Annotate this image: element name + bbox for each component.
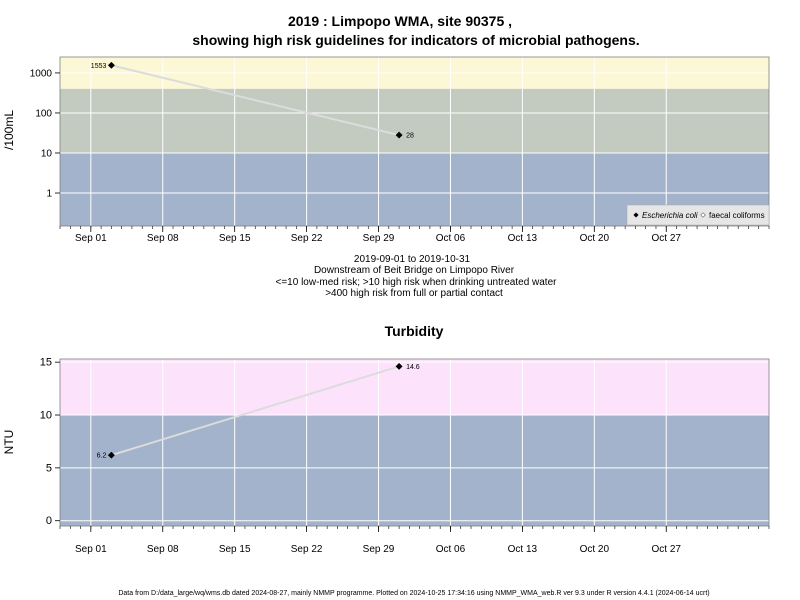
x-tick-label: Sep 29	[363, 544, 395, 555]
risk-band	[60, 415, 769, 526]
legend-marker	[633, 212, 639, 218]
x-tick-label: Oct 06	[436, 544, 466, 555]
y-axis: 0 5 10 15	[40, 357, 60, 527]
data-label: 14.6	[406, 364, 420, 371]
plot-frame	[59, 56, 770, 227]
legend-marker	[700, 212, 706, 218]
microbial-panel: 2019 : Limpopo WMA, site 90375 , showing…	[2, 13, 770, 299]
risk-band	[60, 359, 769, 416]
series-layer: 1553 28	[91, 61, 414, 140]
x-tick-label: Oct 27	[652, 233, 682, 244]
legend: Escherichia coli faecal coliforms	[626, 204, 770, 226]
data-label: 6.2	[97, 453, 107, 460]
x-tick-label: Sep 22	[291, 233, 323, 244]
series-layer: 6.2 14.6	[97, 362, 420, 460]
legend-entry: Escherichia coli	[642, 211, 698, 220]
y-axis-label: /100mL	[2, 110, 16, 150]
y-tick-label: 0	[46, 515, 52, 527]
legend-entry: faecal coliforms	[709, 211, 765, 220]
x-tick-label: Sep 01	[75, 233, 107, 244]
y-tick-label: 100	[35, 108, 52, 119]
x-tick-label: Sep 15	[219, 544, 251, 555]
x-tick-label: Sep 22	[291, 544, 323, 555]
y-tick-label: 10	[40, 410, 52, 422]
data-point	[395, 362, 403, 370]
risk-bands	[60, 57, 769, 226]
risk-bands	[60, 359, 769, 526]
chart-title: 2019 : Limpopo WMA, site 90375 ,	[288, 13, 512, 29]
legend-box	[626, 204, 770, 226]
caption-line: Downstream of Beit Bridge on Limpopo Riv…	[314, 265, 515, 276]
x-tick-label: Sep 08	[147, 544, 179, 555]
caption: 2019-09-01 to 2019-10-31 Downstream of B…	[276, 254, 558, 299]
caption-line: 2019-09-01 to 2019-10-31	[354, 254, 471, 265]
x-tick-label: Oct 13	[508, 233, 538, 244]
gridlines	[60, 359, 769, 526]
x-tick-label: Oct 06	[436, 233, 466, 244]
data-label: 1553	[91, 63, 107, 70]
y-tick-label: 15	[40, 357, 52, 369]
chart-title: Turbidity	[385, 323, 444, 339]
x-tick-label: Oct 20	[580, 233, 610, 244]
caption-line: >400 high risk from full or partial cont…	[325, 288, 503, 299]
x-tick-label: Oct 27	[652, 544, 682, 555]
y-tick-label: 1000	[30, 68, 53, 79]
x-tick-label: Oct 20	[580, 544, 610, 555]
y-tick-label: 10	[41, 148, 53, 159]
x-tick-label: Sep 29	[363, 233, 395, 244]
caption-line: <=10 low-med risk; >10 high risk when dr…	[276, 277, 558, 288]
series-line	[111, 64, 400, 137]
data-point	[395, 131, 403, 139]
x-tick-label: Sep 15	[219, 233, 251, 244]
risk-band	[60, 88, 769, 153]
y-tick-label: 5	[46, 462, 52, 474]
x-tick-label: Sep 08	[147, 233, 179, 244]
series-line	[111, 365, 400, 457]
y-axis: 1000 100 10 1	[30, 68, 60, 200]
x-axis: Sep 01 Sep 08 Sep 15 Sep 22 Sep 29 Oct 06 Oct …	[59, 226, 770, 244]
data-point	[107, 451, 115, 459]
footer-note: Data from D:/data_large/wq/wms.db dated …	[118, 590, 709, 597]
data-point	[107, 61, 115, 69]
x-tick-label: Oct 13	[508, 544, 538, 555]
gridlines	[60, 57, 769, 226]
chart-title-line2: showing high risk guidelines for indicat…	[192, 32, 639, 48]
x-axis: Sep 01 Sep 08 Sep 15 Sep 22 Sep 29 Oct 06 Oct …	[59, 526, 770, 555]
y-axis-label: NTU	[2, 430, 16, 455]
plot-frame	[59, 358, 770, 527]
data-label: 28	[406, 133, 414, 140]
x-tick-label: Sep 01	[75, 544, 107, 555]
y-tick-label: 1	[46, 189, 52, 200]
